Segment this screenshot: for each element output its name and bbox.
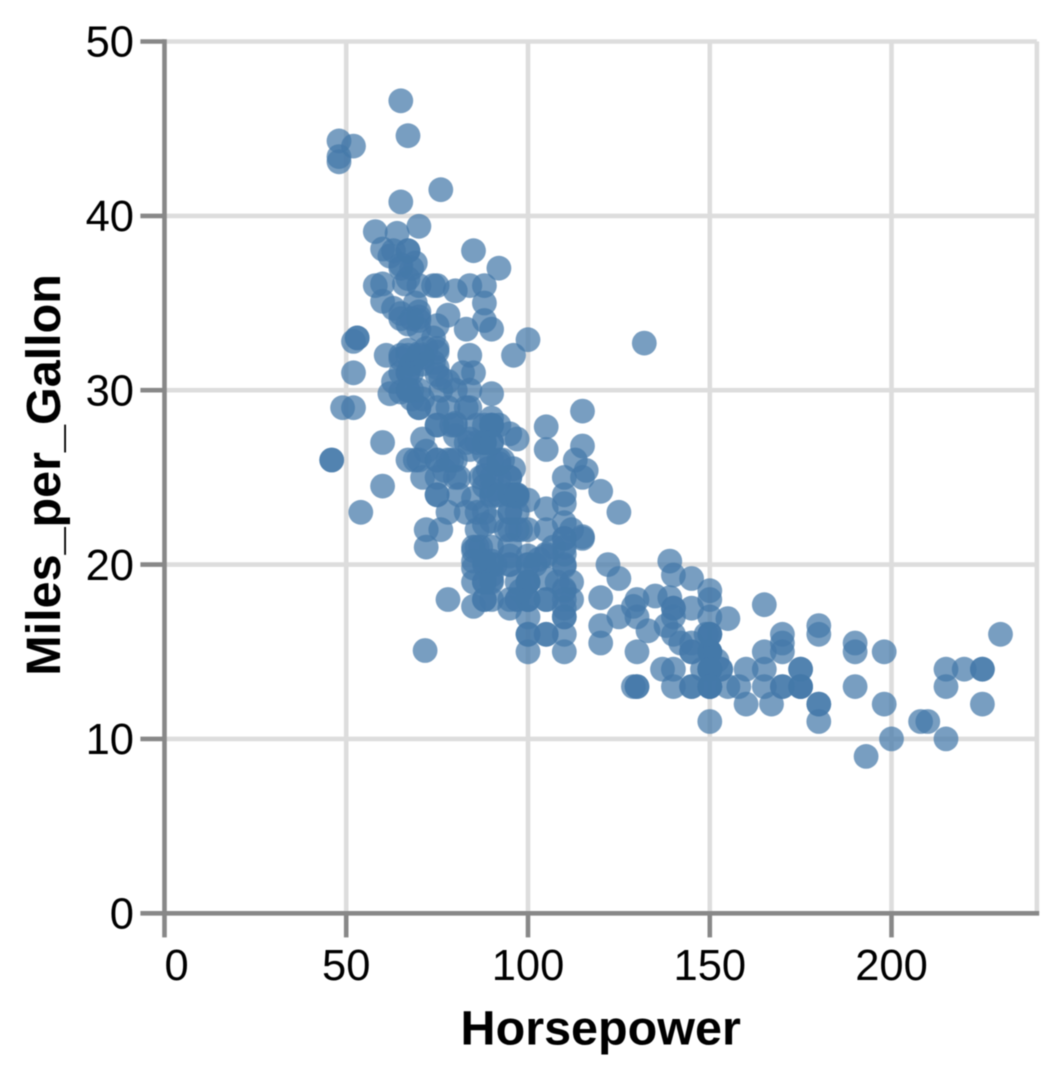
svg-text:0: 0 <box>110 891 134 939</box>
svg-text:50: 50 <box>86 19 134 67</box>
svg-text:20: 20 <box>86 542 134 590</box>
svg-text:10: 10 <box>86 716 134 764</box>
svg-text:Horsepower: Horsepower <box>461 1002 741 1056</box>
svg-text:50: 50 <box>322 942 370 990</box>
svg-text:200: 200 <box>855 942 928 990</box>
svg-text:0: 0 <box>165 942 189 990</box>
svg-text:150: 150 <box>674 942 747 990</box>
svg-text:40: 40 <box>86 193 134 241</box>
svg-text:30: 30 <box>86 367 134 415</box>
svg-text:Miles_per_Gallon: Miles_per_Gallon <box>17 274 71 676</box>
svg-text:100: 100 <box>492 942 565 990</box>
